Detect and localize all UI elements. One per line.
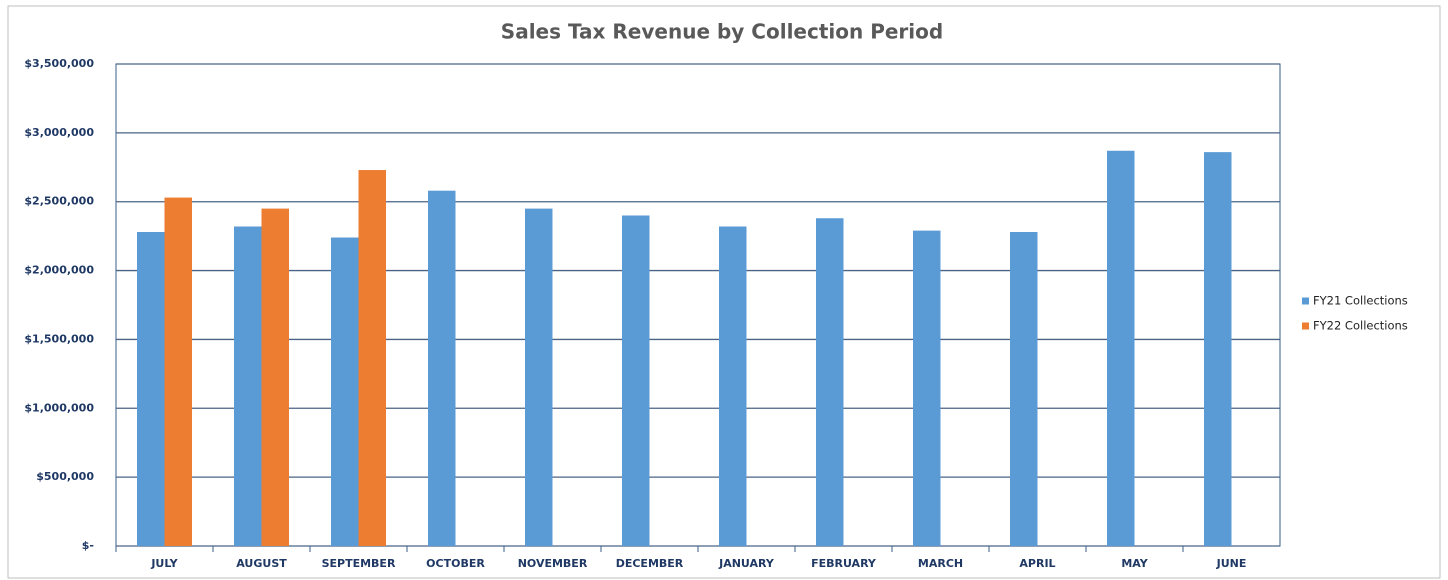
y-tick-label: $3,000,000 xyxy=(24,126,94,139)
x-tick-label: APRIL xyxy=(1019,557,1055,570)
x-tick-label: JANUARY xyxy=(718,557,775,570)
bar xyxy=(358,170,386,547)
bar xyxy=(1010,232,1038,547)
x-tick-label: DECEMBER xyxy=(616,557,684,570)
bar xyxy=(234,226,262,546)
x-tick-label: SEPTEMBER xyxy=(322,557,396,570)
legend-label: FY22 Collections xyxy=(1313,319,1408,333)
bar xyxy=(137,232,165,547)
bar xyxy=(331,237,359,546)
x-tick-label: JULY xyxy=(150,557,178,570)
x-tick-label: MAY xyxy=(1121,557,1148,570)
bar xyxy=(164,197,192,546)
x-tick-label: MARCH xyxy=(918,557,963,570)
legend-swatch xyxy=(1302,297,1309,305)
bar xyxy=(1107,150,1135,546)
x-tick-label: AUGUST xyxy=(236,557,287,570)
x-tick-label: JUNE xyxy=(1216,557,1247,570)
bar xyxy=(719,226,747,546)
bar xyxy=(261,208,289,546)
y-tick-label: $2,500,000 xyxy=(24,195,94,208)
y-tick-label: $500,000 xyxy=(36,470,94,483)
y-tick-label: $1,000,000 xyxy=(24,401,94,414)
bar xyxy=(428,190,456,546)
bar xyxy=(525,208,553,546)
y-tick-label: $3,500,000 xyxy=(24,57,94,70)
chart-title: Sales Tax Revenue by Collection Period xyxy=(501,20,943,44)
legend-swatch xyxy=(1302,322,1309,330)
y-tick-label: $2,000,000 xyxy=(24,264,94,277)
bar xyxy=(1204,152,1232,546)
legend-label: FY21 Collections xyxy=(1313,294,1408,308)
x-tick-label: NOVEMBER xyxy=(518,557,588,570)
x-tick-label: OCTOBER xyxy=(426,557,485,570)
bar xyxy=(622,215,650,546)
y-tick-label: $- xyxy=(82,539,94,552)
y-tick-label: $1,500,000 xyxy=(24,332,94,345)
bar xyxy=(913,230,941,547)
x-tick-label: FEBRUARY xyxy=(811,557,877,570)
bar xyxy=(816,218,844,547)
